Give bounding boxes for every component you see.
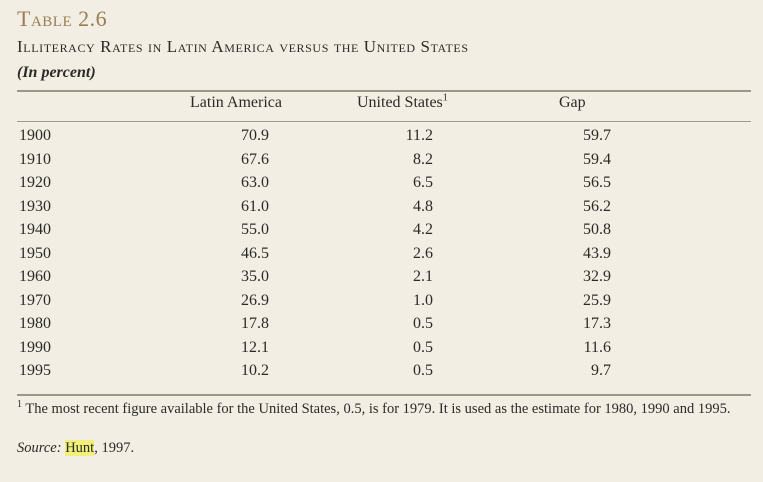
cell-year: 1920	[19, 174, 51, 191]
cell-united-states: 11.2	[405, 127, 433, 144]
cell-latin-america: 55.0	[241, 221, 269, 238]
cell-gap: 17.3	[583, 315, 611, 332]
header-united-states: United States1	[357, 92, 448, 112]
cell-latin-america: 35.0	[241, 268, 269, 285]
cell-year: 1930	[19, 197, 51, 215]
table-row: 1900 70.9 11.2 59.7	[17, 127, 751, 151]
table-row: 1930 61.0 4.8 56.2	[17, 198, 751, 222]
cell-latin-america: 67.6	[241, 150, 269, 168]
header-us-label: United States	[357, 94, 443, 111]
cell-united-states: 6.5	[413, 174, 433, 191]
cell-year: 1910	[19, 150, 51, 168]
top-rule	[17, 90, 751, 94]
cell-gap: 56.5	[583, 174, 611, 191]
footnote: 1 The most recent figure available for t…	[17, 400, 757, 419]
cell-latin-america: 70.9	[241, 127, 269, 144]
cell-latin-america: 10.2	[241, 362, 269, 379]
cell-gap: 32.9	[583, 268, 611, 285]
table-body: 1900 70.9 11.2 59.7 1910 67.6 8.2 59.4 1920 63.0 6…	[17, 127, 751, 386]
source-label: Source:	[17, 440, 62, 456]
cell-gap: 11.6	[583, 338, 611, 356]
cell-latin-america: 63.0	[241, 174, 269, 191]
cell-gap: 59.4	[583, 150, 611, 168]
cell-latin-america: 17.8	[241, 315, 269, 332]
cell-year: 1980	[19, 315, 51, 332]
cell-gap: 9.7	[591, 362, 611, 379]
header-rule	[17, 121, 751, 122]
cell-year: 1900	[19, 127, 51, 144]
cell-united-states: 4.8	[413, 197, 433, 215]
cell-year: 1940	[19, 221, 51, 238]
source-note: Source: Hunt, 1997.	[17, 440, 134, 457]
table-title: Illiteracy Rates in Latin America versus…	[17, 37, 469, 56]
source-year: , 1997.	[94, 440, 135, 456]
cell-gap: 56.2	[583, 197, 611, 215]
bottom-rule	[17, 394, 751, 398]
cell-latin-america: 46.5	[241, 244, 269, 262]
cell-year: 1990	[19, 338, 51, 356]
header-latin-america: Latin America	[190, 94, 282, 111]
cell-latin-america: 26.9	[241, 291, 269, 309]
footnote-mark: 1	[17, 399, 22, 411]
table-row: 1995 10.2 0.5 9.7	[17, 362, 751, 386]
table-row: 1960 35.0 2.1 32.9	[17, 268, 751, 292]
cell-united-states: 0.5	[413, 338, 433, 356]
header-gap: Gap	[559, 94, 586, 111]
cell-latin-america: 12.1	[241, 338, 269, 356]
table-row: 1940 55.0 4.2 50.8	[17, 221, 751, 245]
footnote-text: The most recent figure available for the…	[25, 401, 731, 417]
table-unit: (In percent)	[17, 64, 96, 81]
cell-latin-america: 61.0	[241, 197, 269, 215]
cell-year: 1970	[19, 291, 51, 309]
source-author-highlighted: Hunt	[65, 440, 95, 456]
table-label: Table 2.6	[17, 6, 108, 31]
table-header: Latin America United States1 Gap	[17, 92, 751, 118]
cell-united-states: 2.1	[413, 268, 433, 285]
cell-gap: 59.7	[583, 127, 611, 144]
header-us-footnote-mark: 1	[442, 92, 448, 104]
cell-united-states: 0.5	[413, 362, 433, 379]
table-row: 1910 67.6 8.2 59.4	[17, 151, 751, 175]
cell-gap: 50.8	[583, 221, 611, 238]
cell-united-states: 4.2	[413, 221, 433, 238]
table-row: 1990 12.1 0.5 11.6	[17, 339, 751, 363]
cell-year: 1960	[19, 268, 51, 285]
cell-year: 1950	[19, 244, 51, 262]
cell-year: 1995	[19, 362, 51, 379]
cell-united-states: 8.2	[413, 150, 433, 168]
table-row: 1970 26.9 1.0 25.9	[17, 292, 751, 316]
cell-united-states: 0.5	[413, 315, 433, 332]
cell-gap: 25.9	[583, 291, 611, 309]
table-row: 1920 63.0 6.5 56.5	[17, 174, 751, 198]
cell-united-states: 2.6	[413, 244, 433, 262]
cell-gap: 43.9	[583, 244, 611, 262]
table-row: 1950 46.5 2.6 43.9	[17, 245, 751, 269]
table-row: 1980 17.8 0.5 17.3	[17, 315, 751, 339]
cell-united-states: 1.0	[413, 291, 433, 309]
